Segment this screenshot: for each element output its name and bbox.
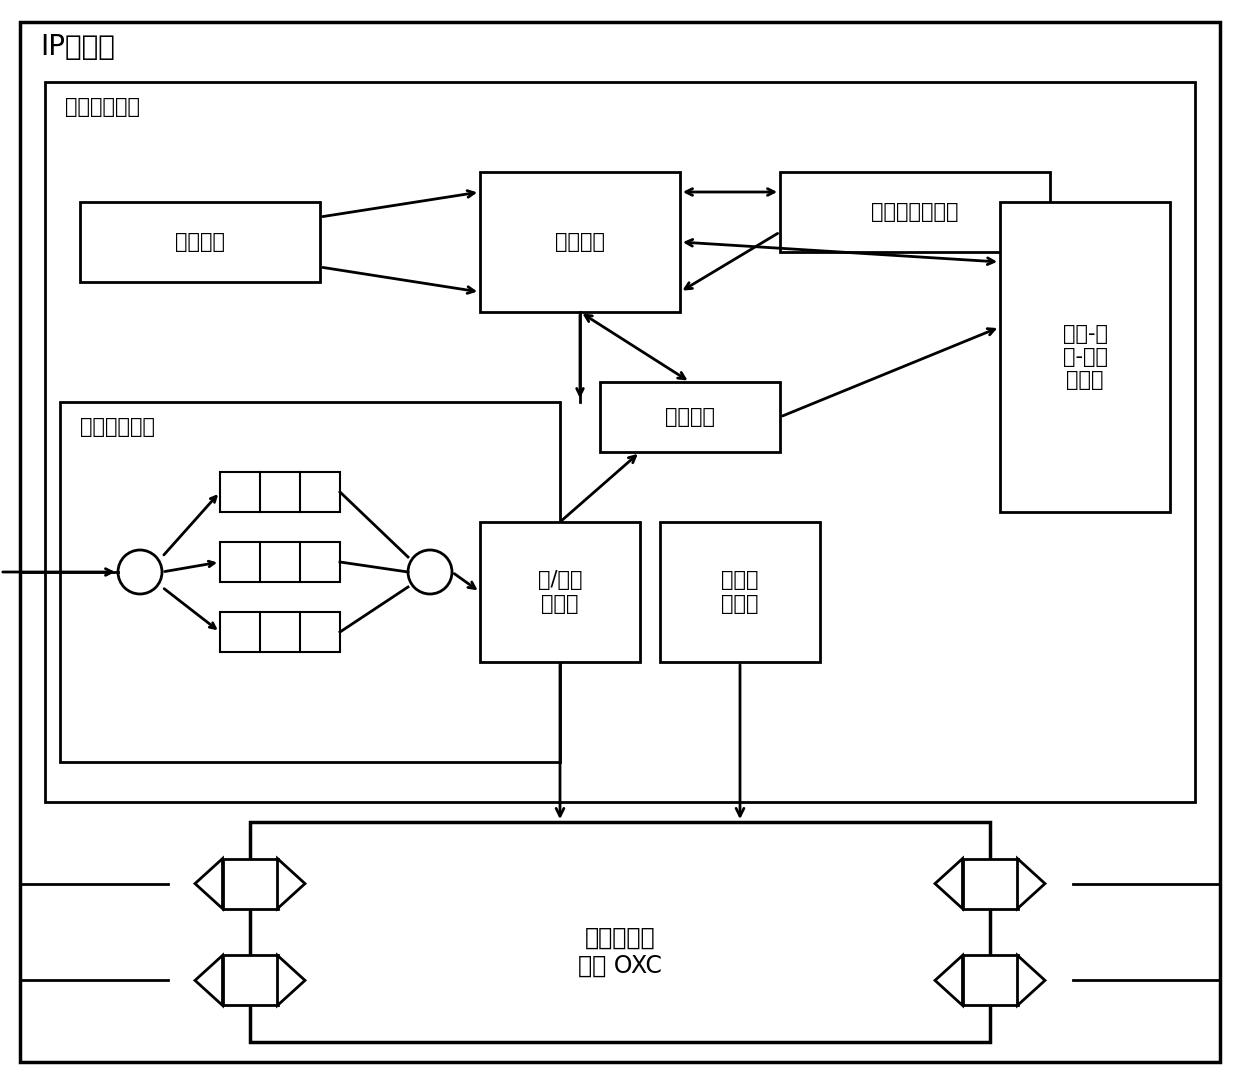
Bar (480, 172, 680, 312)
Polygon shape (278, 955, 305, 1005)
Bar (962, 955, 1018, 1005)
Bar (962, 859, 1018, 909)
Text: 源路由表: 源路由表 (175, 232, 224, 252)
Polygon shape (935, 859, 962, 909)
Text: 时钟模块: 时钟模块 (665, 407, 715, 427)
Bar (660, 522, 820, 662)
Text: 虚拟输出队列: 虚拟输出队列 (81, 417, 155, 437)
Bar (219, 612, 340, 652)
Circle shape (118, 550, 162, 594)
Text: 光交叉连接
模块 OXC: 光交叉连接 模块 OXC (578, 926, 662, 978)
Bar (222, 955, 278, 1005)
Bar (60, 403, 560, 762)
Text: 光流交换模块: 光流交换模块 (64, 97, 140, 117)
Bar (999, 202, 1171, 512)
Bar (222, 859, 278, 909)
Bar (600, 382, 780, 452)
Bar (219, 472, 340, 512)
Text: 控制包收发模块: 控制包收发模块 (872, 202, 959, 222)
Text: 电/光转
换模块: 电/光转 换模块 (538, 570, 583, 613)
Bar (480, 522, 640, 662)
Polygon shape (195, 955, 222, 1005)
Bar (45, 82, 1195, 802)
Text: 链路-波
长-时间
资源表: 链路-波 长-时间 资源表 (1063, 324, 1107, 391)
Bar (250, 822, 990, 1042)
Polygon shape (935, 955, 962, 1005)
Circle shape (408, 550, 453, 594)
Bar (81, 202, 320, 282)
Polygon shape (278, 859, 305, 909)
Polygon shape (1018, 955, 1045, 1005)
Bar (219, 542, 340, 582)
Text: 交换控
制模块: 交换控 制模块 (722, 570, 759, 613)
Text: IP交换机: IP交换机 (40, 32, 115, 61)
Polygon shape (195, 859, 222, 909)
Bar (780, 172, 1050, 252)
Text: 调度模块: 调度模块 (556, 232, 605, 252)
Polygon shape (1018, 859, 1045, 909)
